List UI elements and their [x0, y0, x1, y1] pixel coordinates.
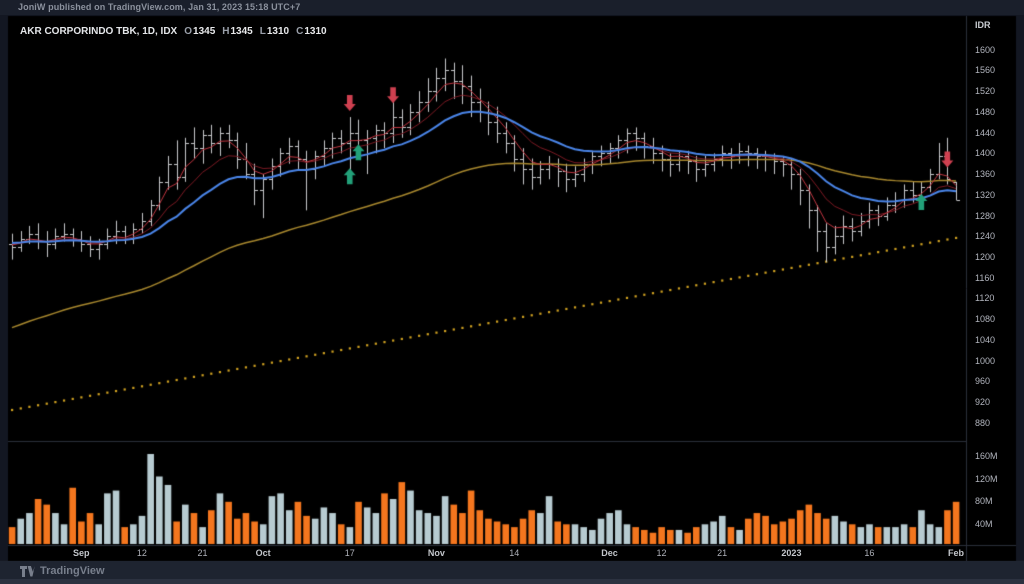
axis-price-label: IDR: [975, 20, 991, 30]
axis-price-label: 80M: [975, 496, 993, 506]
axis-price-label: 1040: [975, 335, 996, 345]
ohlc-label: O: [184, 26, 193, 37]
axis-price-label: 120M: [975, 474, 998, 484]
ohlc-label: C: [296, 26, 304, 37]
ohlc-label: H: [222, 26, 230, 37]
symbol-title[interactable]: AKR CORPORINDO TBK, 1D, IDX: [20, 26, 178, 37]
axis-price-label: 1440: [975, 128, 996, 138]
axis-time-label: 17: [344, 548, 355, 558]
axis-price-label: 160M: [975, 451, 998, 461]
window-bottom-edge: [0, 579, 1024, 584]
axis-time-label: Sep: [73, 548, 90, 558]
axis-time-label: Oct: [255, 548, 271, 558]
publish-header: JoniW published on TradingView.com, Jan …: [0, 0, 1024, 15]
axis-price-label: 1280: [975, 211, 996, 221]
axis-price-label: 1480: [975, 107, 996, 117]
tradingview-logo[interactable]: TradingView: [20, 565, 105, 577]
axis-price-label: 1400: [975, 148, 996, 158]
publish-header-text: JoniW published on TradingView.com, Jan …: [18, 2, 301, 12]
ohlc-value: 1310: [304, 26, 327, 37]
time-axis[interactable]: Sep 12 21 Oct 17 Nov 14 Dec 12 21 2023 16 Feb: [8, 546, 1016, 561]
axis-time-label: 14: [509, 548, 520, 558]
ohlc-value: 1310: [266, 26, 290, 37]
ohlc-value: 1345: [230, 26, 253, 37]
axis-time-label: 16: [864, 548, 875, 558]
ohlc-label: L: [259, 26, 266, 37]
footer-bar: TradingView: [0, 561, 1024, 584]
axis-time-label: Nov: [427, 548, 445, 558]
ohlc-value: 1345: [193, 26, 216, 37]
axis-time-label: 12: [656, 548, 667, 558]
axis-price-label: 1600: [975, 45, 996, 55]
axis-price-label: 1520: [975, 86, 996, 96]
axis-price-label: 1200: [975, 252, 996, 262]
axis-price-label: 1160: [975, 273, 995, 283]
axis-price-label: 1360: [975, 169, 996, 179]
axis-price-label: 1080: [975, 314, 996, 324]
axis-price-label: 1000: [975, 356, 996, 366]
axis-time-label: Feb: [947, 548, 965, 558]
tradingview-logo-icon: [20, 565, 35, 577]
axis-price-label: 1240: [975, 231, 996, 241]
axis-time-label: 2023: [781, 548, 802, 558]
axis-price-label: 1320: [975, 190, 996, 200]
tradingview-brand-text: TradingView: [40, 565, 105, 577]
axis-price-label: 920: [975, 397, 991, 407]
axis-price-label: 40M: [975, 519, 993, 529]
axis-time-label: 21: [717, 548, 728, 558]
axis-price-label: 1560: [975, 65, 996, 75]
axis-time-label: 21: [197, 548, 208, 558]
axis-price-label: 880: [975, 418, 991, 428]
axis-price-label: 960: [975, 376, 991, 386]
axis-time-label: 12: [136, 548, 147, 558]
axis-time-label: Dec: [601, 548, 618, 558]
symbol-legend[interactable]: AKR CORPORINDO TBK, 1D, IDX O1345 H1345 L13…: [20, 21, 327, 37]
axis-price-label: 1120: [975, 293, 995, 303]
